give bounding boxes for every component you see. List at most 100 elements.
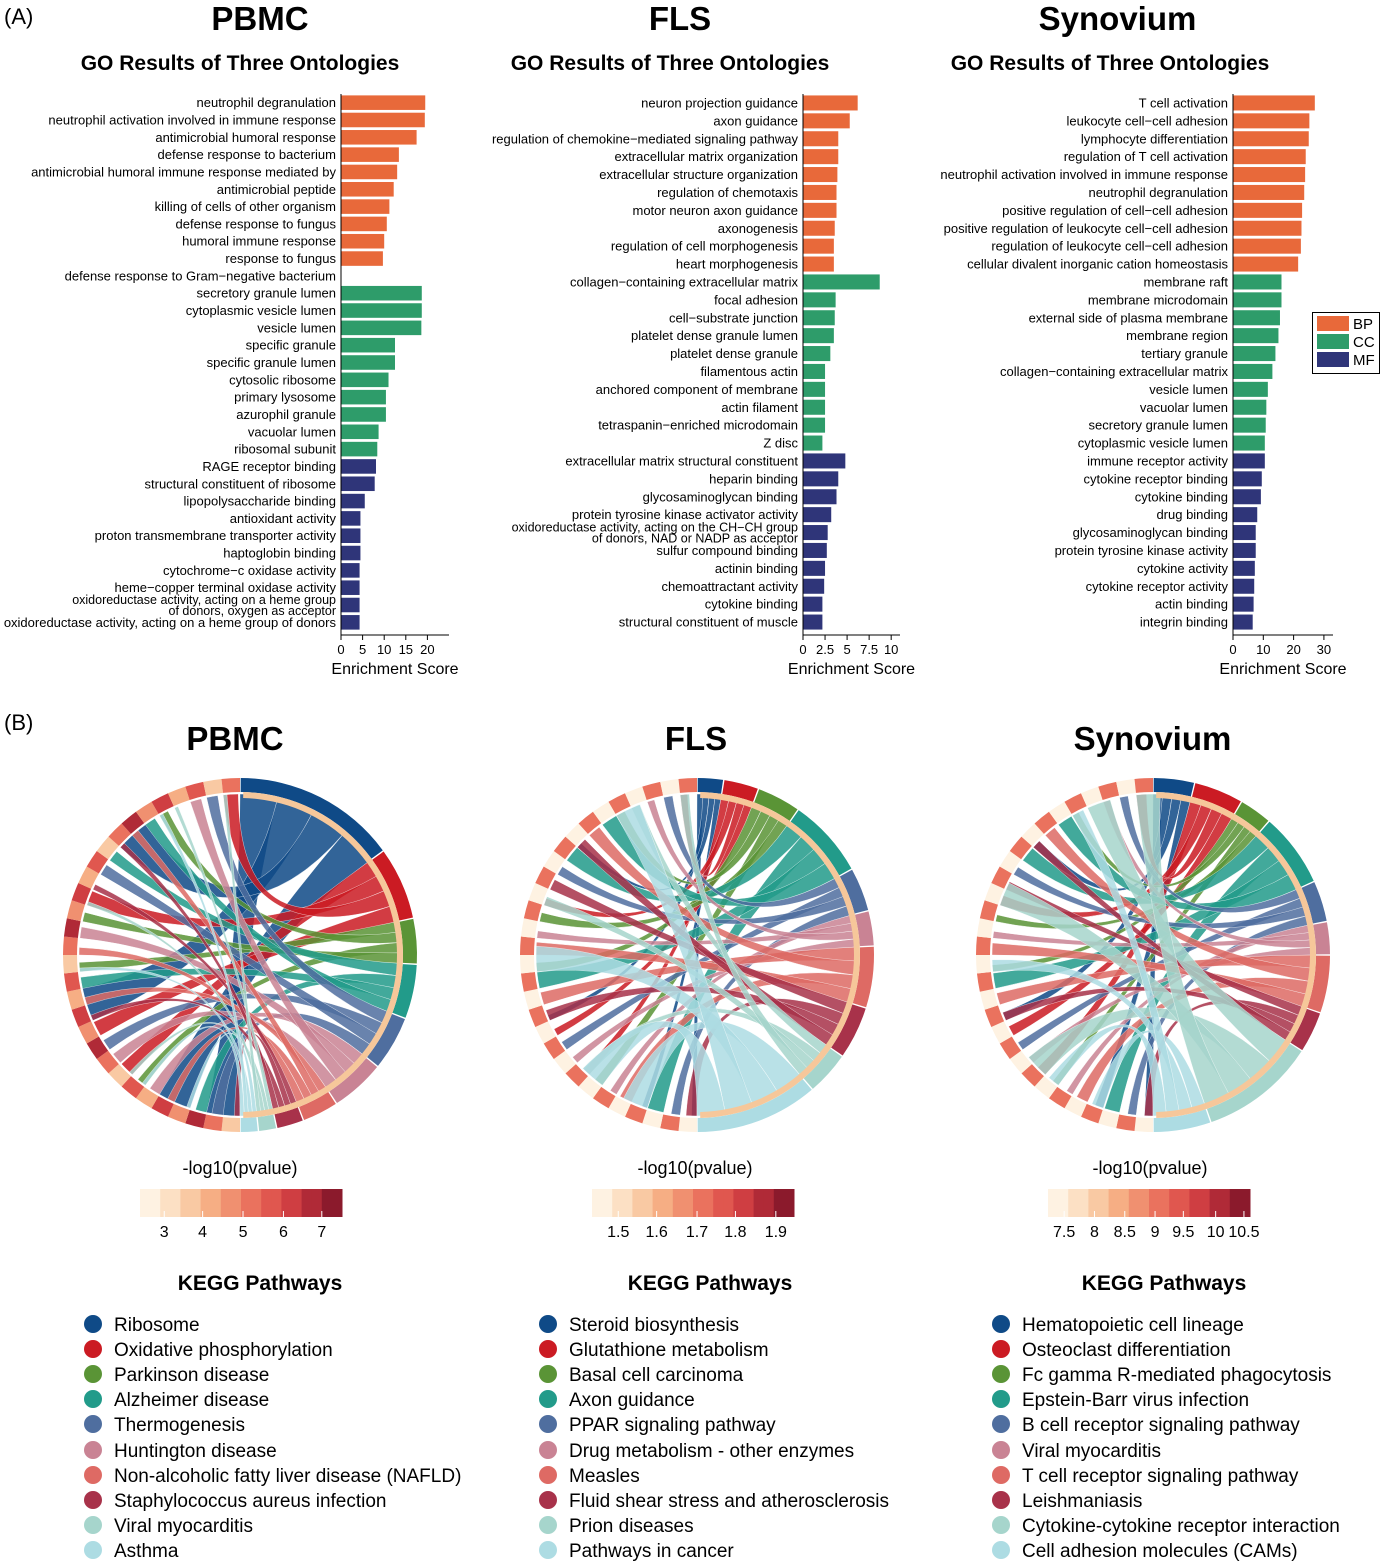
colorbar-segment [1058,1189,1069,1217]
pathway-arc [367,1014,405,1066]
go-bar [341,199,390,214]
go-category-label: of donors, oxygen as acceptor [169,604,336,618]
go-category-label: oxidoreductase activity, acting on a hem… [4,615,337,630]
colorbar-segment [140,1189,151,1217]
colorbar-segment [311,1189,323,1217]
go-category-label: structural constituent of muscle [619,615,798,630]
gene-arc [151,793,174,814]
gene-arc [625,1103,647,1124]
gene-arc [71,1005,92,1027]
go-category-label: regulation of chemokine−mediated signali… [492,131,799,146]
go-category-label: antioxidant activity [230,511,337,526]
fls-colorbar-title: -log10(pvalue) [637,1158,753,1178]
go-category-label: extracellular matrix organization [614,149,798,164]
chord-link [549,879,851,1015]
go-category-label: regulation of cell morphogenesis [611,239,799,254]
colorbar-segment [1159,1189,1170,1217]
gene-arc [608,1096,631,1117]
go-category-label: proton transmembrane transporter activit… [95,528,337,543]
colorbar-segment [1138,1189,1150,1217]
synovium-colorbar-title: -log10(pvalue) [1092,1158,1208,1178]
kegg-legend-item: Basal cell carcinoma [539,1365,743,1387]
colorbar-segment [1118,1189,1130,1217]
colorbar-segment [190,1189,202,1217]
go-category-label: vesicle lumen [1149,382,1228,397]
go-bar [1233,578,1255,594]
go-category-label: cytochrome−c oxidase activity [163,563,337,578]
go-bar [803,95,858,111]
go-x-tick-label: 15 [399,642,413,657]
go-bar [341,181,394,197]
go-category-label: glycosaminoglycan binding [1073,525,1228,540]
gene-arc [66,988,85,1010]
go-legend-mf-label: MF [1353,352,1375,369]
pathway-heat-ring [1156,792,1316,1118]
colorbar-segment [753,1189,765,1217]
kegg-legend-label: Glutathione metabolism [569,1340,769,1362]
pathway-arc [1307,955,1330,1013]
gene-arc [1134,1117,1153,1132]
kegg-legend-item: Fluid shear stress and atherosclerosis [539,1490,889,1513]
go-bar [803,238,834,254]
colorbar-segment [291,1189,303,1217]
legend-dot-icon [84,1390,102,1409]
go-bar [341,216,387,232]
colorbar-tick-label: 1.8 [724,1224,746,1241]
gene-arc [108,823,131,846]
pathway-arc [754,789,798,821]
go-category-label: structural constituent of ribosome [145,476,336,491]
legend-dot-icon [539,1465,557,1484]
colorbar-segment [1169,1189,1180,1217]
fls-go-subtitle: GO Results of Three Ontologies [510,52,830,75]
pbmc-chord-title: PBMC [186,720,284,757]
gene-arc [1098,781,1120,800]
go-category-label: cytoplasmic vesicle lumen [186,303,336,318]
pathway-arc [240,778,383,859]
gene-arc [979,900,998,922]
chord-link [1087,799,1289,1064]
go-category-label: cell−substrate junction [669,310,798,325]
gene-arc [1116,1114,1136,1132]
colorbar-segment [682,1189,694,1217]
legend-dot-icon [539,1440,557,1459]
go-bar [1233,381,1268,397]
go-category-label: anchored component of membrane [596,382,798,397]
pathway-heat-ring [243,792,404,1118]
go-legend-mf: MF [1317,352,1375,370]
colorbar-segment [1088,1189,1099,1217]
go-bar [1233,399,1267,415]
go-bar [803,489,837,505]
colorbar-segment [763,1189,775,1217]
kegg-legend-item: Non-alcoholic fatty liver disease (NAFLD… [84,1465,461,1488]
kegg-legend-label: Osteoclast differentiation [1022,1340,1231,1362]
gene-arc [520,955,535,974]
colorbar-tick-label: 4 [198,1224,207,1241]
colorbar-segment [703,1189,714,1217]
synovium-kegg-title: KEGG Pathways [1081,1272,1247,1295]
colorbar-segment [1239,1189,1251,1217]
fls-title: FLS [648,0,712,37]
go-x-tick-label: 5 [359,642,366,657]
go-bar [1233,346,1276,362]
gene-arc [1034,1076,1058,1099]
chord-link [174,806,274,1114]
colorbar-tick-label: 1.9 [765,1224,787,1241]
chord-link [222,794,262,1116]
gene-arc [999,850,1022,874]
kegg-legend-item: Viral myocarditis [84,1515,253,1538]
go-x-tick-label: 7.5 [860,642,878,657]
pathway-arc [1153,1109,1211,1132]
go-category-label: regulation of chemotaxis [657,185,798,200]
go-category-label: vacuolar lumen [248,424,336,439]
go-bar [1233,417,1266,433]
go-legend-bp-label: BP [1353,316,1374,333]
colorbar-segment [1128,1189,1140,1217]
kegg-legend-item: PPAR signaling pathway [539,1415,776,1437]
go-chart-0: neutrophil degranulation neutrophil activ… [4,94,459,678]
pathway-arc [852,946,874,1008]
gene-arc [543,850,566,874]
kegg-legend-item: Fc gamma R-mediated phagocytosis [992,1365,1331,1387]
chord-link [1044,827,1314,982]
colorbar-tick-label: 6 [279,1224,288,1241]
gene-arc [520,918,538,938]
